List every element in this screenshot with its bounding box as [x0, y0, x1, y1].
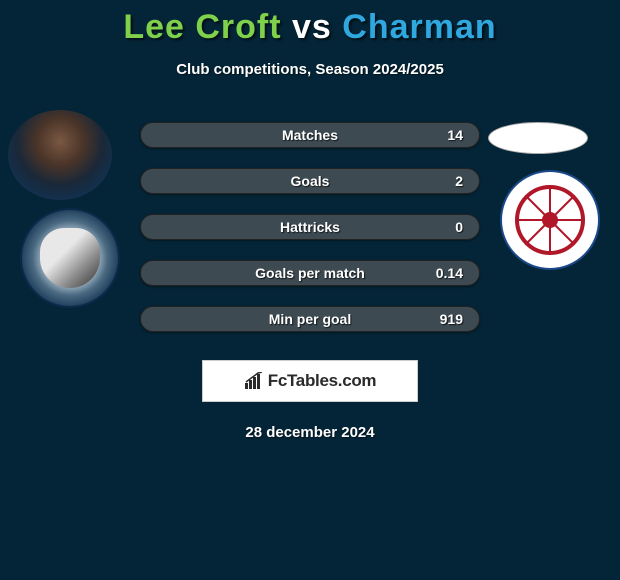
- player1-name: Lee Croft: [123, 8, 281, 46]
- stat-bar: Goals 2: [140, 168, 480, 194]
- player2-club-logo: [500, 170, 600, 270]
- player1-avatar: [8, 110, 112, 200]
- vs-label: vs: [292, 8, 332, 46]
- brand-text: FcTables.com: [268, 371, 377, 391]
- stat-value: 2: [455, 173, 463, 189]
- stat-bar: Matches 14: [140, 122, 480, 148]
- title: Lee Croft vs Charman: [0, 0, 620, 47]
- stat-value: 0.14: [436, 265, 463, 281]
- stat-bar: Hattricks 0: [140, 214, 480, 240]
- stat-label: Min per goal: [269, 311, 351, 327]
- stat-bar: Min per goal 919: [140, 306, 480, 332]
- subtitle: Club competitions, Season 2024/2025: [0, 61, 620, 78]
- stat-bar: Goals per match 0.14: [140, 260, 480, 286]
- chart-icon: [244, 372, 264, 390]
- player1-club-logo: [20, 208, 120, 308]
- wheel-icon: [515, 185, 585, 255]
- player2-name: Charman: [342, 8, 496, 46]
- stat-label: Matches: [282, 127, 338, 143]
- stat-label: Goals: [291, 173, 330, 189]
- stat-label: Hattricks: [280, 219, 340, 235]
- brand-box[interactable]: FcTables.com: [202, 360, 418, 402]
- owl-icon: [40, 228, 100, 288]
- stat-label: Goals per match: [255, 265, 365, 281]
- stat-value: 0: [455, 219, 463, 235]
- stat-value: 919: [440, 311, 463, 327]
- player2-avatar: [488, 122, 588, 154]
- stat-value: 14: [447, 127, 463, 143]
- date-text: 28 december 2024: [0, 424, 620, 441]
